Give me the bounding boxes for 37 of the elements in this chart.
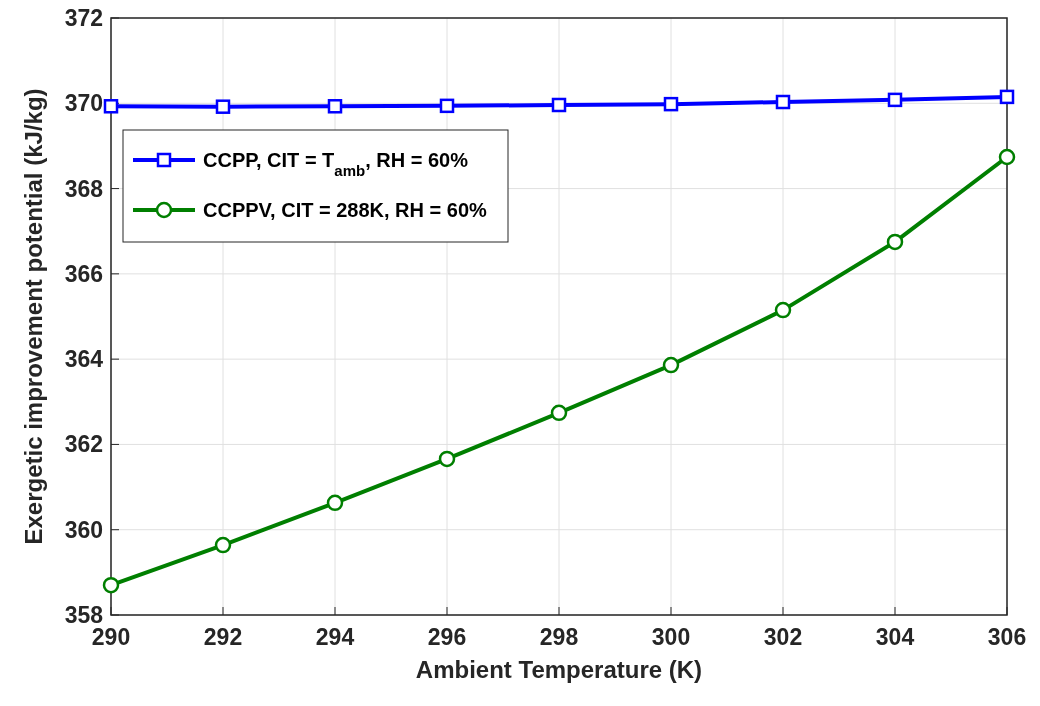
y-tick-label: 366 [64,260,103,287]
y-tick-label: 372 [64,5,103,32]
point [663,96,679,112]
point [550,404,568,422]
y-tick-label: 360 [64,516,103,543]
y-tick-label: 364 [64,346,104,373]
x-tick-label: 298 [539,624,579,650]
y-tick-label: 362 [64,431,103,458]
y-axis-title: Exergetic improvement potential (kJ/kg) [20,88,47,545]
x-tick-label: 294 [315,624,355,650]
point [774,301,792,319]
point [998,148,1016,166]
x-tick-label: 306 [987,624,1027,650]
point [215,99,231,114]
point [214,536,232,554]
x-tick-label: 292 [203,624,243,650]
point [326,494,344,512]
point [102,576,120,594]
y-tick-label: 370 [64,90,103,117]
legend-label: CCPPV, CIT = 288K, RH = 60% [203,199,488,221]
y-tick-label: 368 [64,175,104,202]
point [999,89,1015,105]
legend-label: CCPP, CIT = T$_{amb}$, RH = 60% [203,149,469,179]
point [438,450,456,468]
point [886,233,904,251]
point [103,99,119,114]
x-tick-label: 296 [427,624,467,650]
x-tick-label: 300 [651,624,691,650]
point [775,94,791,110]
point [662,356,680,374]
point [551,97,567,113]
point [887,92,903,108]
point [439,98,455,114]
x-axis-title: Ambient Temperature (K) [415,656,703,683]
x-tick-label: 304 [875,624,915,650]
x-tick-label: 302 [763,624,803,650]
point [327,99,343,114]
